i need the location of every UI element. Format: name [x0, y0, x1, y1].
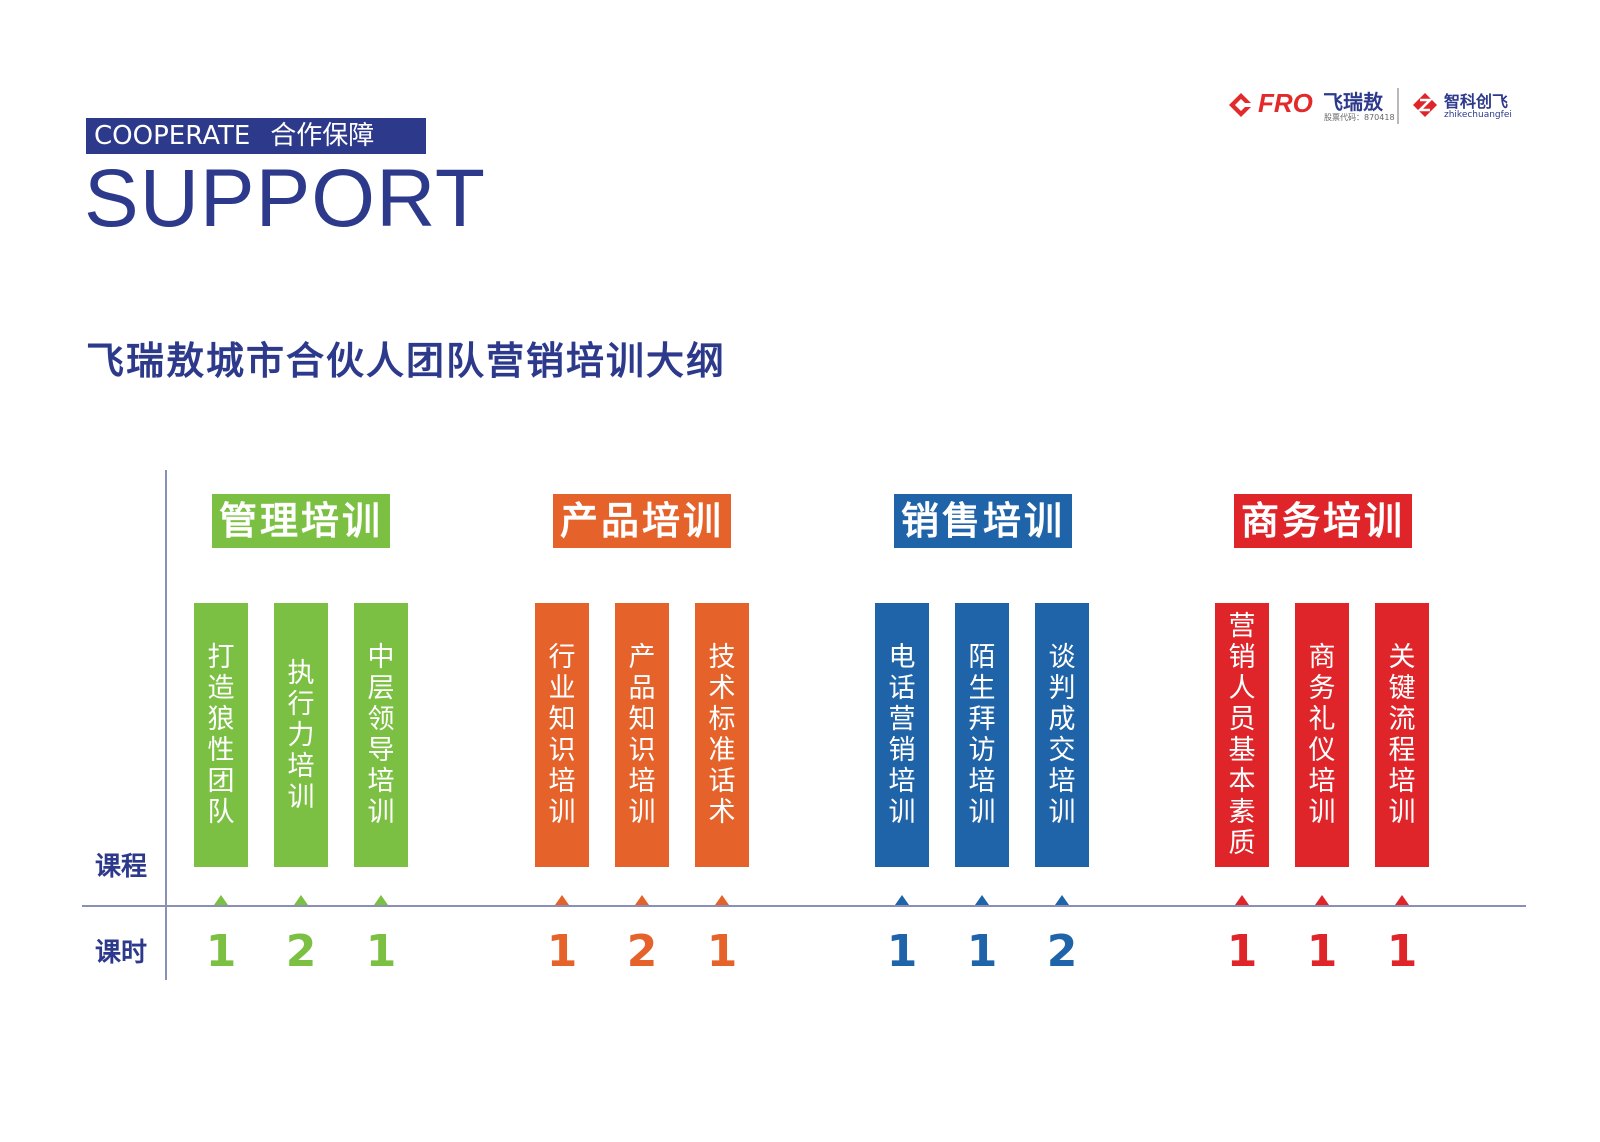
horizontal-axis — [82, 905, 1526, 907]
course-card: 商务礼仪培训 — [1295, 603, 1349, 867]
fro-stock-code: 股票代码：870418 — [1324, 113, 1395, 122]
course-card: 电话营销培训 — [875, 603, 929, 867]
marker-triangle — [895, 895, 909, 905]
course-card: 技术标准话术 — [695, 603, 749, 867]
course-card: 执行力培训 — [274, 603, 328, 867]
page-title: SUPPORT — [84, 153, 486, 244]
course-title: 产品知识培训 — [628, 642, 656, 828]
course-title: 打造狼性团队 — [207, 642, 235, 828]
course-card: 打造狼性团队 — [194, 603, 248, 867]
zk-logo: 智科创飞 zhikechuangfei — [1412, 86, 1520, 126]
marker-triangle — [975, 895, 989, 905]
marker-triangle — [1315, 895, 1329, 905]
marker-triangle — [715, 895, 729, 905]
marker-triangle — [635, 895, 649, 905]
marker-triangle — [555, 895, 569, 905]
course-title: 商务礼仪培训 — [1308, 642, 1336, 828]
course-hours: 1 — [1386, 926, 1418, 977]
course-card: 陌生拜访培训 — [955, 603, 1009, 867]
course-hours: 1 — [546, 926, 578, 977]
section-tag-cn: 合作保障 — [270, 121, 375, 151]
marker-triangle — [1395, 895, 1409, 905]
vertical-axis — [165, 470, 167, 980]
category-header: 管理培训 — [212, 494, 390, 548]
course-hours: 1 — [886, 926, 918, 977]
row-label-course: 课程 — [95, 852, 148, 882]
course-title: 营销人员基本素质 — [1228, 611, 1256, 859]
course-card: 产品知识培训 — [615, 603, 669, 867]
course-card: 营销人员基本素质 — [1215, 603, 1269, 867]
course-card: 行业知识培训 — [535, 603, 589, 867]
category-header: 产品培训 — [553, 494, 731, 548]
course-hours: 1 — [365, 926, 397, 977]
course-title: 中层领导培训 — [367, 642, 395, 828]
course-hours: 1 — [966, 926, 998, 977]
zk-logo-icon — [1413, 93, 1437, 117]
category-header: 商务培训 — [1234, 494, 1412, 548]
section-tag-en: COOPERATE — [94, 121, 251, 151]
course-title: 行业知识培训 — [548, 642, 576, 828]
course-title: 电话营销培训 — [888, 642, 916, 828]
fro-logo-text: FRO — [1258, 88, 1313, 118]
course-hours: 2 — [626, 926, 658, 977]
category-header: 销售培训 — [894, 494, 1072, 548]
zk-logo-cn: 智科创飞 — [1444, 92, 1509, 111]
marker-triangle — [1235, 895, 1249, 905]
course-title: 谈判成交培训 — [1048, 642, 1076, 828]
marker-triangle — [294, 895, 308, 905]
page-subtitle: 飞瑞敖城市合伙人团队营销培训大纲 — [86, 339, 727, 383]
marker-triangle — [214, 895, 228, 905]
row-label-hours: 课时 — [95, 938, 148, 968]
course-card: 谈判成交培训 — [1035, 603, 1089, 867]
fro-logo: FRO 飞瑞敖 股票代码：870418 — [1228, 86, 1395, 126]
course-title: 陌生拜访培训 — [968, 642, 996, 828]
course-title: 执行力培训 — [287, 657, 315, 813]
course-hours: 1 — [706, 926, 738, 977]
course-card: 中层领导培训 — [354, 603, 408, 867]
course-hours: 1 — [205, 926, 237, 977]
course-card: 关键流程培训 — [1375, 603, 1429, 867]
zk-logo-en: zhikechuangfei — [1444, 110, 1512, 120]
section-tag: COOPERATE 合作保障 — [86, 118, 426, 154]
course-hours: 2 — [285, 926, 317, 977]
marker-triangle — [1055, 895, 1069, 905]
course-hours: 2 — [1046, 926, 1078, 977]
fro-logo-cn: 飞瑞敖 — [1323, 90, 1383, 114]
course-hours: 1 — [1226, 926, 1258, 977]
fro-logo-icon — [1229, 93, 1254, 117]
course-title: 技术标准话术 — [708, 642, 736, 828]
logo-divider — [1397, 88, 1399, 124]
course-hours: 1 — [1306, 926, 1338, 977]
marker-triangle — [374, 895, 388, 905]
course-title: 关键流程培训 — [1388, 642, 1416, 828]
